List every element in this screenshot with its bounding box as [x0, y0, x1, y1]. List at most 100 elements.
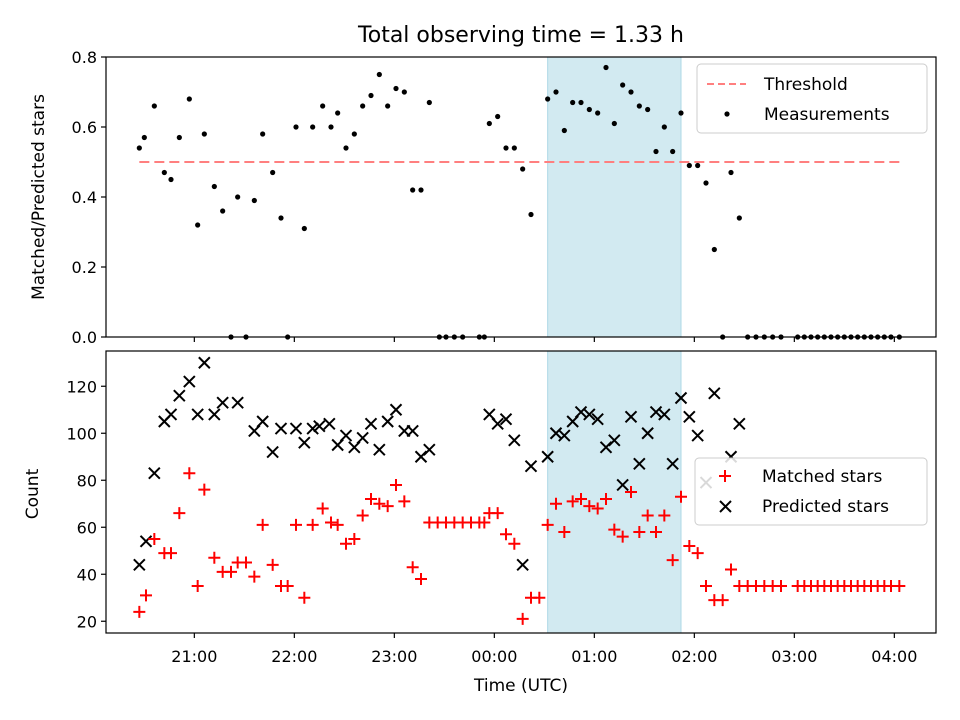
predicted-star-point [674, 391, 688, 405]
matched-star-point [500, 528, 512, 541]
matched-star-point [183, 467, 196, 480]
top-legend-box [696, 63, 928, 134]
measurement-point [328, 124, 334, 130]
measurement-point [553, 89, 559, 95]
measurement-point [695, 162, 701, 169]
predicted-star-point [608, 434, 621, 447]
measurement-point [503, 145, 509, 151]
top-panel: 0.00.20.40.60.8 Matched/Predicted stars … [29, 48, 937, 347]
predicted-star-point [541, 450, 554, 463]
predicted-star-point [406, 424, 419, 438]
matched-star-point [583, 500, 596, 513]
matched-star-point [893, 580, 906, 592]
matched-star-point [240, 556, 252, 569]
predicted-star-point [691, 429, 704, 442]
predicted-star-point [164, 408, 178, 421]
predicted-star-point [133, 558, 146, 572]
matched-star-point [533, 591, 546, 604]
x-tick-label: 00:00 [471, 647, 517, 666]
predicted-star-point [339, 429, 353, 442]
measurement-point [136, 145, 142, 151]
predicted-star-point [641, 427, 654, 440]
bottom-legend: Matched stars Predicted stars [694, 457, 928, 526]
predicted-star-point [323, 417, 336, 431]
y-tick-label: 120 [66, 377, 97, 396]
predicted-star-point [306, 422, 319, 435]
predicted-star-point [583, 408, 596, 421]
matched-star-points [133, 467, 906, 625]
measurement-point [410, 187, 416, 193]
predicted-star-point [423, 443, 436, 456]
predicted-star-point [683, 410, 696, 424]
predicted-star-point [658, 408, 671, 421]
measurement-point [620, 82, 626, 88]
matched-star-point [658, 509, 671, 522]
measurement-point [545, 96, 551, 102]
matched-star-point [700, 580, 712, 592]
y-tick-label: 60 [77, 518, 97, 537]
measurement-point [278, 215, 284, 221]
bottom-shaded-interval [547, 350, 682, 634]
matched-star-point [641, 509, 654, 522]
matched-star-point [683, 540, 696, 553]
matched-star-point [256, 518, 269, 531]
matched-star-point [650, 525, 662, 538]
matched-star-point [225, 565, 237, 578]
measurement-point [376, 71, 382, 78]
top-y-ticks: 0.0 0.2 0.4 0.6 0.8 [72, 48, 106, 347]
measurement-point [251, 197, 257, 204]
matched-star-point [508, 537, 521, 550]
measurement-point [320, 103, 326, 109]
measurement-point [176, 134, 182, 141]
bottom-legend-box [694, 457, 928, 526]
y-tick-label: 80 [77, 471, 97, 490]
measurement-point [335, 110, 341, 116]
matched-star-point [398, 495, 411, 508]
matched-star-point [133, 605, 146, 618]
measurement-point [520, 166, 526, 172]
matched-star-point [775, 580, 787, 592]
measurement-point [728, 169, 734, 176]
legend-matched-swatch [719, 470, 731, 482]
y-tick-label: 20 [77, 612, 97, 631]
measurement-point [368, 92, 374, 99]
measurement-point [586, 106, 592, 113]
measurement-point [611, 120, 617, 127]
matched-star-point [298, 591, 311, 604]
measurement-point [343, 145, 349, 151]
matched-star-point [373, 497, 386, 510]
matched-star-point [633, 525, 646, 538]
predicted-star-point [381, 415, 394, 428]
predicted-star-point [139, 535, 153, 548]
legend-predicted-swatch [719, 500, 732, 513]
predicted-star-point [708, 387, 721, 400]
measurement-point [310, 124, 316, 130]
matched-star-point [173, 507, 186, 520]
matched-star-point [666, 554, 679, 567]
predicted-star-point [591, 412, 604, 426]
top-legend: Threshold Measurements [696, 63, 928, 134]
measurement-point [270, 169, 276, 176]
x-tick-label: 02:00 [671, 647, 717, 666]
matched-star-point [415, 572, 427, 585]
matched-star-point [491, 507, 504, 520]
measurement-point [678, 110, 684, 116]
matched-star-point [406, 561, 419, 574]
measurement-point [603, 64, 609, 71]
measurement-point [570, 99, 576, 106]
predicted-star-point [666, 457, 679, 471]
matched-star-point [516, 612, 529, 625]
predicted-star-point [216, 396, 229, 409]
matched-star-point [356, 509, 369, 522]
predicted-star-point [289, 422, 303, 435]
measurement-point [653, 148, 659, 155]
predicted-star-point [364, 417, 378, 431]
matched-star-point [550, 497, 562, 510]
predicted-star-point [508, 434, 521, 447]
predicted-star-point [491, 417, 504, 431]
predicted-star-point [356, 431, 369, 445]
measurement-point [661, 124, 667, 130]
matched-star-point [290, 518, 302, 531]
legend-measurements-swatch [724, 111, 730, 117]
